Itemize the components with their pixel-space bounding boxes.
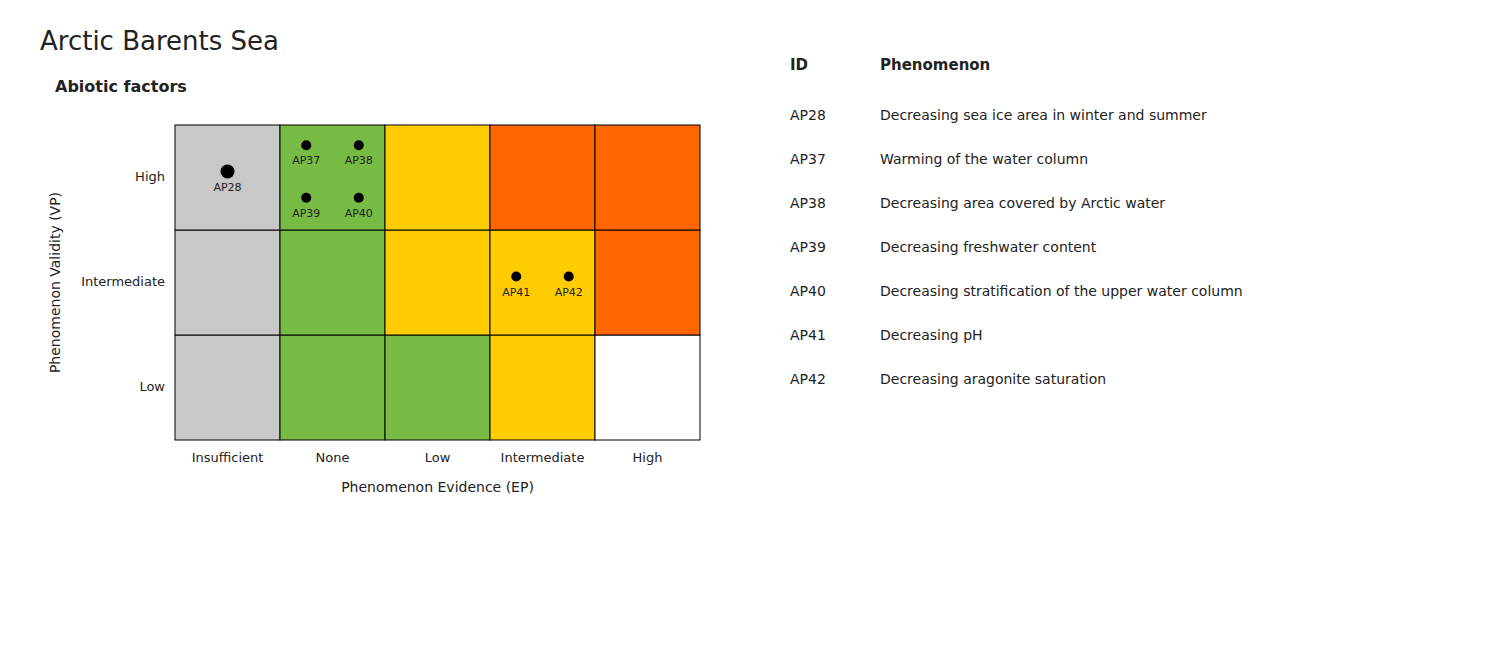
legend-header: Phenomenon <box>880 56 990 74</box>
cell <box>595 335 700 440</box>
chart: Arctic Barents Sea Abiotic factors Insuffi… <box>0 0 1502 645</box>
point <box>354 193 364 203</box>
subtitle: Abiotic factors <box>55 77 187 96</box>
point <box>511 272 521 282</box>
point-labels: AP28 AP37 AP38 AP39 AP40 AP41 AP42 <box>213 154 582 298</box>
x-tick-label: Insufficient <box>192 450 264 465</box>
legend: ID Phenomenon AP28 Decreasing sea ice area … <box>790 56 1243 387</box>
cell <box>490 125 595 230</box>
cell <box>280 335 385 440</box>
legend-id: AP40 <box>790 283 826 299</box>
point-label: AP28 <box>213 181 241 194</box>
point <box>564 272 574 282</box>
x-tick-label: Low <box>425 450 451 465</box>
legend-text: Decreasing stratification of the upper w… <box>880 283 1243 299</box>
cell <box>490 335 595 440</box>
cells <box>175 125 700 440</box>
point <box>354 140 364 150</box>
cell <box>385 125 490 230</box>
y-axis-label: Phenomenon Validity (VP) <box>47 192 63 373</box>
point <box>301 140 311 150</box>
cell <box>595 125 700 230</box>
y-tick-label: Low <box>139 379 165 394</box>
x-axis-label: Phenomenon Evidence (EP) <box>341 479 534 495</box>
cell <box>595 230 700 335</box>
cell <box>175 125 280 230</box>
x-tick-label: Intermediate <box>501 450 585 465</box>
legend-id: AP38 <box>790 195 826 211</box>
point-label: AP39 <box>292 207 320 220</box>
cell <box>280 125 385 230</box>
x-tick-label: High <box>633 450 663 465</box>
legend-text: Decreasing freshwater content <box>880 239 1097 255</box>
legend-header: ID <box>790 56 808 74</box>
cell <box>280 230 385 335</box>
point-label: AP42 <box>555 286 583 299</box>
legend-id: AP37 <box>790 151 826 167</box>
point-label: AP41 <box>502 286 530 299</box>
cell <box>385 230 490 335</box>
cell <box>385 335 490 440</box>
point <box>301 193 311 203</box>
cell <box>175 335 280 440</box>
title: Arctic Barents Sea <box>40 26 279 56</box>
legend-id: AP42 <box>790 371 826 387</box>
y-tick-label: High <box>135 169 165 184</box>
legend-text: Warming of the water column <box>880 151 1088 167</box>
y-tick-label: Intermediate <box>81 274 165 289</box>
point <box>221 165 235 179</box>
legend-id: AP28 <box>790 107 826 123</box>
legend-text: Decreasing area covered by Arctic water <box>880 195 1165 211</box>
points <box>221 140 574 281</box>
point-label: AP40 <box>345 207 373 220</box>
legend-id: AP41 <box>790 327 826 343</box>
legend-id: AP39 <box>790 239 826 255</box>
cell <box>490 230 595 335</box>
cell <box>175 230 280 335</box>
point-label: AP37 <box>292 154 320 167</box>
point-label: AP38 <box>345 154 373 167</box>
x-tick-label: None <box>316 450 350 465</box>
legend-text: Decreasing aragonite saturation <box>880 371 1106 387</box>
legend-text: Decreasing sea ice area in winter and su… <box>880 107 1207 123</box>
legend-text: Decreasing pH <box>880 327 983 343</box>
